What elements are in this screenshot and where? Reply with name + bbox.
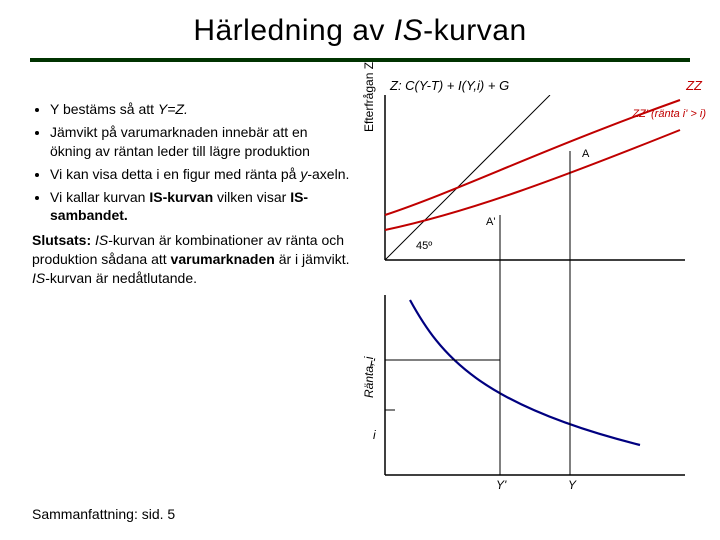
zz-label: ZZ	[686, 78, 702, 93]
label-A: A	[582, 148, 589, 160]
title-underline	[30, 58, 690, 62]
y-axis-label-upper: Efterfrågan Z	[362, 62, 376, 132]
conclusion: Slutsats: IS-kurvan är kombinationer av …	[32, 231, 352, 288]
label-Y: Y	[568, 478, 576, 492]
chart-svg	[380, 95, 700, 495]
bullet-3: Vi kan visa detta i en figur med ränta p…	[50, 165, 352, 184]
label-i: i	[373, 428, 376, 442]
charts-container	[380, 95, 700, 495]
title-text-post: -kurvan	[423, 14, 527, 47]
body-text: Y bestäms så att Y=Z. Jämvikt på varumar…	[32, 100, 352, 288]
title-text-pre: Härledning av	[193, 14, 393, 47]
label-Aprime: A'	[486, 216, 495, 228]
slide-title: Härledning av IS-kurvan	[0, 14, 720, 48]
equation-text: Z: C(Y-T) + I(Y,i) + G	[390, 78, 509, 93]
bullet-4: Vi kallar kurvan IS-kurvan vilken visar …	[50, 188, 352, 226]
label-iprime: i'	[370, 356, 375, 370]
bullet-2: Jämvikt på varumarknaden innebär att en …	[50, 123, 352, 161]
title-text-ital: IS	[394, 14, 423, 47]
label-Yprime: Y'	[496, 478, 506, 492]
bullet-1: Y bestäms så att Y=Z.	[50, 100, 352, 119]
label-45: 45º	[416, 240, 432, 252]
equation-line: Z: C(Y-T) + I(Y,i) + G	[390, 78, 690, 93]
footer-text: Sammanfattning: sid. 5	[32, 506, 175, 522]
